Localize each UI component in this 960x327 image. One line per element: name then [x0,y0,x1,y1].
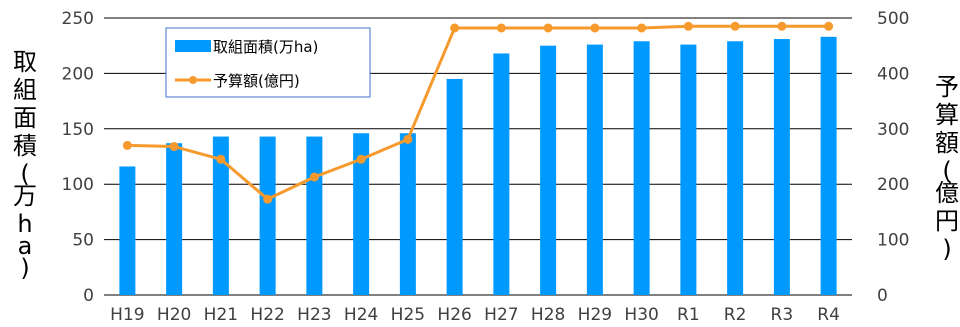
budget-point-R2 [730,21,740,31]
legend-swatch-budget-marker [189,76,197,84]
category-label: H23 [297,305,331,325]
budget-point-R4 [824,21,834,31]
budget-point-H20 [169,142,179,152]
bar-H23 [306,136,323,295]
right-tick-label: 500 [877,9,909,29]
budget-point-H29 [590,23,600,33]
line-series-budget [122,21,834,204]
left-axis-label-char: 万 [13,182,37,210]
bar-R4 [820,36,837,295]
right-axis-ticks: 0 100 200 300 400 500 [877,9,909,306]
left-axis-label: 取組面積(万ha) [13,48,37,282]
left-axis-label-char: ( [20,160,29,188]
budget-point-R1 [683,21,693,31]
bar-H21 [212,136,229,295]
left-axis-label-char: h [17,210,32,238]
category-label: R4 [817,305,840,325]
bar-H29 [586,44,603,296]
bar-R3 [773,39,790,295]
category-label: H24 [344,305,378,325]
left-axis-label-char: 取 [13,48,37,76]
category-label: R1 [677,305,700,325]
left-axis-label-char: ) [20,254,29,282]
legend-box [165,27,371,98]
category-label: H27 [484,305,518,325]
category-label: R3 [771,305,794,325]
left-tick-label: 100 [62,175,94,195]
category-label: H22 [250,305,284,325]
left-axis-label-char: 積 [13,132,37,160]
left-axis-ticks: 0 50 100 150 200 250 [62,9,94,306]
legend-label-area: 取組面積(万ha) [213,38,318,56]
budget-point-H28 [543,23,553,33]
right-axis-label-char: 額 [935,129,959,157]
budget-point-H25 [403,134,413,144]
category-label: H29 [578,305,612,325]
x-axis-categories: H19 H20 H21 H22 H23 H24 H25 H26 H27 H28 H29 H30 R1 R2… [110,305,840,325]
right-tick-label: 300 [877,120,909,140]
right-tick-label: 100 [877,231,909,251]
bar-H28 [540,45,557,296]
category-label: H19 [110,305,144,325]
bar-H26 [446,78,463,295]
left-tick-label: 250 [62,9,94,29]
legend-label-budget: 予算額(億円) [213,72,300,90]
left-axis-label-char: 面 [13,104,37,132]
bar-H22 [259,136,276,295]
budget-point-H24 [356,154,366,164]
bar-H27 [493,53,510,296]
left-tick-label: 200 [62,64,94,84]
left-axis-label-char: 組 [13,76,37,104]
category-label: H30 [624,305,658,325]
budget-line [127,24,829,201]
bar-H19 [119,166,136,295]
bar-R2 [727,41,744,295]
left-tick-label: 150 [62,120,94,140]
left-tick-label: 0 [83,286,94,306]
legend: 取組面積(万ha) 予算額(億円) [165,27,371,98]
budget-point-H21 [216,154,226,164]
right-axis-label-char: ) [942,235,951,263]
category-label: H25 [391,305,425,325]
bar-H20 [166,143,183,295]
right-axis-label-char: 予 [935,73,959,101]
left-tick-label: 50 [72,231,94,251]
budget-point-H26 [450,23,460,33]
right-tick-label: 0 [877,286,888,306]
right-axis-label-char: 算 [935,101,959,129]
bar-H24 [353,133,370,295]
right-tick-label: 400 [877,64,909,84]
budget-point-H19 [122,140,132,150]
left-axis-label-char: a [18,232,33,260]
category-label: H21 [204,305,238,325]
category-label: H28 [531,305,565,325]
right-axis-label-char: 億 [935,179,959,207]
category-label: H26 [437,305,471,325]
bar-R1 [680,44,697,296]
budget-point-H30 [637,23,647,33]
category-label: R2 [724,305,747,325]
category-label: H20 [157,305,191,325]
right-axis-label-char: 円 [935,207,959,235]
budget-point-R3 [777,21,787,31]
right-axis-label-char: ( [942,157,951,185]
right-axis-label: 予算額(億円) [935,73,959,263]
budget-point-H22 [263,194,273,204]
bar-H30 [633,41,650,295]
right-tick-label: 200 [877,175,909,195]
bar-H25 [399,133,416,295]
budget-point-H23 [309,172,319,182]
budget-point-H27 [496,23,506,33]
legend-swatch-area [175,40,211,52]
